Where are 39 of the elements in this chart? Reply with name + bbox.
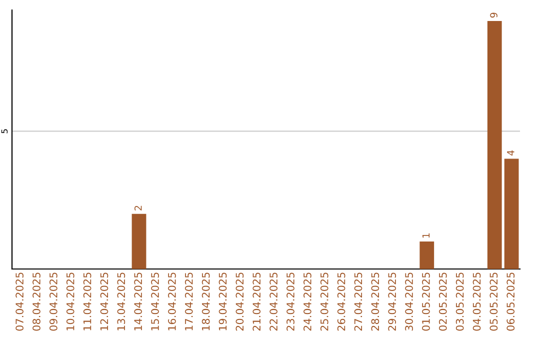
x-tick-label: 06.05.2025 [506,272,515,331]
x-tick-label: 04.05.2025 [472,272,481,331]
x-tick-label: 13.04.2025 [117,272,126,330]
x-tick-label: 08.04.2025 [32,272,40,331]
x-tick-label: 20.04.2025 [236,272,244,331]
x-tick-label: 12.04.2025 [100,272,108,330]
bar [504,158,519,269]
x-tick-label: 01.05.2025 [422,272,430,331]
y-tick-label: 5 [1,129,8,134]
bar [132,214,146,269]
x-tick-label: 05.05.2025 [490,272,498,331]
x-tick-label: 15.04.2025 [151,272,159,330]
data-label: 9 [490,12,498,18]
x-tick-label: 26.04.2025 [337,272,346,331]
x-tick-label: 27.04.2025 [354,272,362,331]
x-tick-label: 18.04.2025 [202,272,210,330]
x-tick-label: 03.05.2025 [456,272,464,331]
x-tick-label: 10.04.2025 [66,272,74,330]
x-tick-label: 16.04.2025 [168,272,176,330]
x-tick-label: 29.04.2025 [388,272,396,331]
x-tick-label: 02.05.2025 [438,272,447,331]
bar [420,241,434,269]
x-tick-label: 19.04.2025 [218,272,227,330]
x-tick-label: 22.04.2025 [270,272,278,331]
data-label: 2 [134,206,142,210]
x-tick-label: 30.04.2025 [405,272,413,331]
data-label: 1 [422,233,430,238]
x-tick-label: 25.04.2025 [320,272,328,331]
x-tick-label: 21.04.2025 [252,272,261,331]
data-label: 4 [507,150,514,156]
x-tick-label: 24.04.2025 [303,272,312,331]
bar [487,21,502,269]
x-tick-label: 28.04.2025 [371,272,380,331]
x-tick-label: 07.04.2025 [16,272,24,331]
x-tick-label: 14.04.2025 [134,272,142,330]
x-tick-label: 09.04.2025 [49,272,58,331]
x-tick-label: 23.04.2025 [286,272,294,331]
x-tick-label: 11.04.2025 [83,272,92,330]
x-tick-label: 17.04.2025 [184,272,193,330]
